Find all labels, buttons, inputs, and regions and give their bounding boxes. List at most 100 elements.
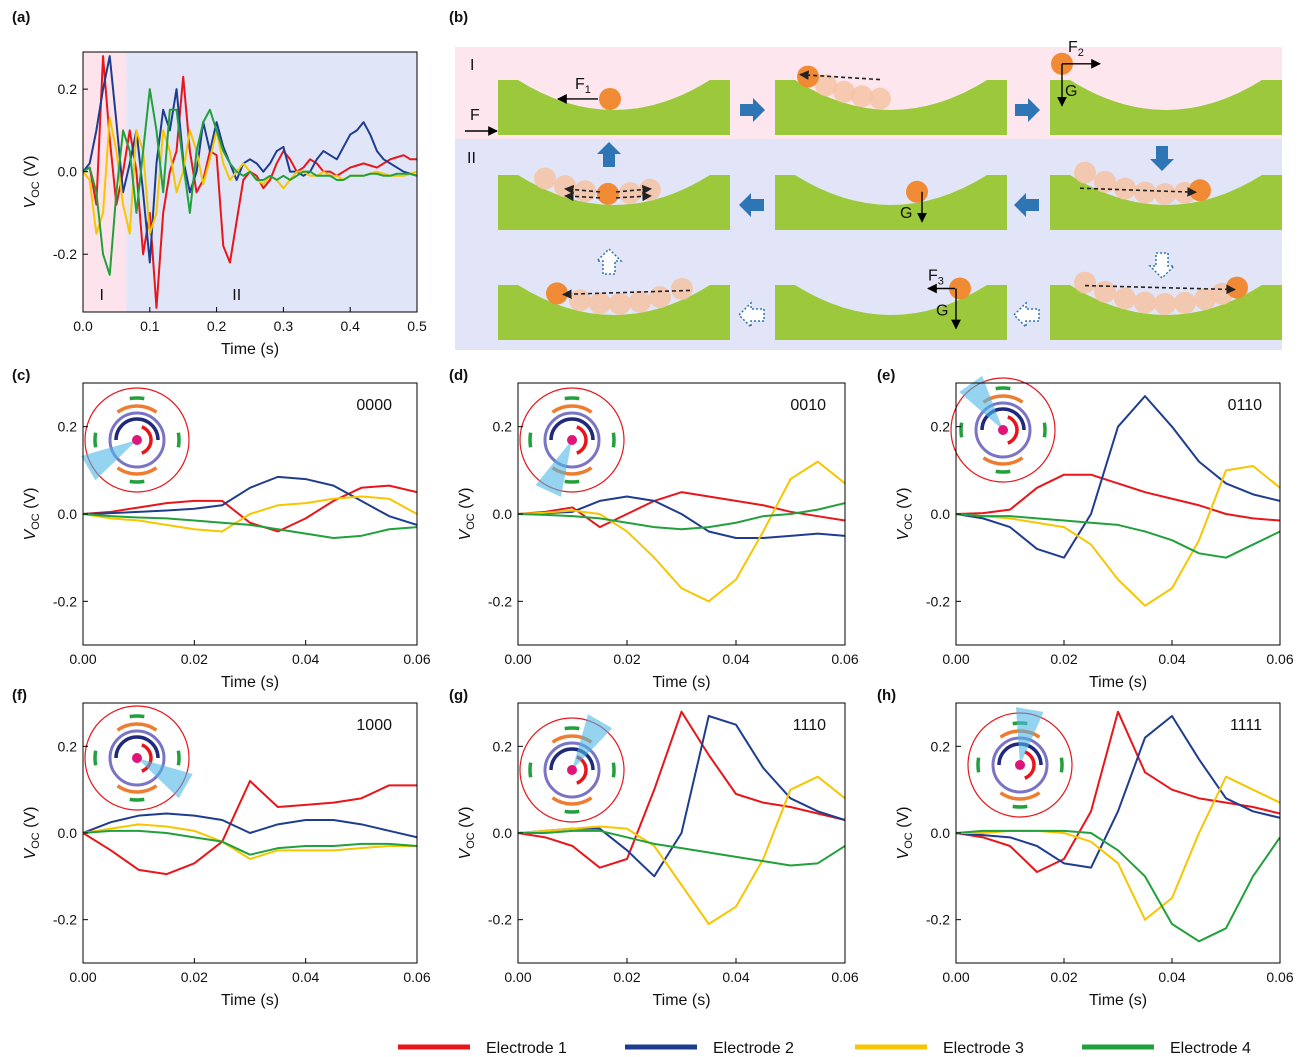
y-axis-title-part: (V) bbox=[895, 807, 912, 833]
y-axis-title-part: (V) bbox=[457, 488, 474, 514]
y-axis-title: VOC (V) bbox=[895, 807, 915, 860]
force-label: F bbox=[470, 107, 480, 124]
series-line bbox=[518, 492, 845, 527]
ghost-ball bbox=[1114, 288, 1136, 310]
ghost-ball bbox=[671, 278, 693, 300]
y-axis-title: VOC (V) bbox=[22, 488, 42, 541]
region-label: II bbox=[232, 287, 241, 304]
inset-electrode bbox=[130, 481, 145, 482]
stage-label: I bbox=[470, 57, 474, 74]
inset-center bbox=[567, 435, 577, 445]
ghost-ball bbox=[639, 179, 661, 201]
ghost-ball bbox=[1114, 178, 1136, 200]
stage-label: II bbox=[467, 150, 476, 167]
y-tick-label: 0.0 bbox=[493, 825, 513, 841]
x-tick-label: 0.02 bbox=[181, 651, 208, 667]
panel-label: (f) bbox=[12, 687, 27, 704]
force-label-part: G bbox=[1065, 83, 1077, 100]
figure: III0.00.10.20.30.40.5-0.20.00.2Time (s)V… bbox=[0, 0, 1298, 1057]
legend-label: Electrode 2 bbox=[713, 1040, 794, 1057]
code-label: 0000 bbox=[356, 397, 392, 414]
ghost-ball bbox=[1094, 281, 1116, 303]
code-label: 0110 bbox=[1228, 397, 1263, 414]
ghost-ball bbox=[609, 293, 631, 315]
x-tick-label: 0.1 bbox=[140, 318, 160, 334]
legend-label: Electrode 1 bbox=[486, 1040, 567, 1057]
inset-electrode bbox=[565, 398, 580, 399]
series-line bbox=[518, 497, 845, 538]
y-tick-label: -0.2 bbox=[53, 912, 77, 928]
inset-electrode bbox=[1061, 758, 1062, 773]
inset-center bbox=[998, 425, 1008, 435]
panel-label: (a) bbox=[12, 9, 30, 26]
inset-electrode bbox=[978, 758, 979, 773]
y-axis-title: VOC (V) bbox=[457, 488, 477, 541]
x-tick-label: 0.00 bbox=[504, 651, 531, 667]
x-tick-label: 0.04 bbox=[1158, 651, 1185, 667]
x-tick-label: 0.00 bbox=[942, 651, 969, 667]
force-label-part: G bbox=[900, 205, 912, 222]
inset-electrode bbox=[130, 716, 145, 717]
x-axis-title: Time (s) bbox=[221, 674, 279, 691]
x-tick-label: 0.04 bbox=[722, 969, 749, 985]
panel-label: (e) bbox=[877, 367, 895, 384]
force-label-part: 1 bbox=[585, 84, 591, 96]
inset-electrode bbox=[530, 763, 531, 778]
shaded-region bbox=[126, 52, 417, 312]
ball bbox=[597, 183, 619, 205]
ghost-ball bbox=[1074, 162, 1096, 184]
x-tick-label: 0.02 bbox=[613, 651, 640, 667]
x-tick-label: 0.5 bbox=[407, 318, 427, 334]
ghost-ball bbox=[1074, 272, 1096, 294]
inset-electrode bbox=[95, 751, 96, 766]
series-line bbox=[956, 514, 1280, 558]
force-label-part: 3 bbox=[938, 276, 944, 288]
y-axis-title: VOC (V) bbox=[895, 488, 915, 541]
x-tick-label: 0.06 bbox=[831, 969, 858, 985]
series-line bbox=[83, 514, 417, 538]
x-tick-label: 0.04 bbox=[1158, 969, 1185, 985]
y-axis-title-part: OC bbox=[465, 513, 477, 530]
legend-label: Electrode 3 bbox=[943, 1040, 1024, 1057]
y-tick-label: -0.2 bbox=[53, 246, 77, 262]
y-tick-label: 0.2 bbox=[58, 419, 78, 435]
ghost-ball bbox=[1134, 292, 1156, 314]
x-tick-label: 0.00 bbox=[942, 969, 969, 985]
inset-electrode bbox=[996, 388, 1011, 389]
y-axis-title: VOC (V) bbox=[22, 156, 42, 209]
force-label-part: F bbox=[928, 268, 938, 285]
inset-electrode bbox=[961, 423, 962, 438]
x-tick-label: 0.06 bbox=[403, 651, 430, 667]
y-tick-label: 0.0 bbox=[58, 164, 78, 180]
inset-electrode bbox=[613, 763, 614, 778]
y-tick-label: -0.2 bbox=[926, 593, 950, 609]
y-axis-title: VOC (V) bbox=[457, 807, 477, 860]
x-tick-label: 0.02 bbox=[613, 969, 640, 985]
y-axis-title-part: OC bbox=[30, 513, 42, 530]
y-tick-label: 0.2 bbox=[931, 738, 951, 754]
inset-electrode bbox=[130, 799, 145, 800]
ball bbox=[797, 66, 819, 88]
ball bbox=[906, 181, 928, 203]
inset-center bbox=[1015, 760, 1025, 770]
ghost-ball bbox=[1154, 183, 1176, 205]
panel-label: (b) bbox=[449, 9, 468, 26]
y-axis-title-part: OC bbox=[30, 181, 42, 198]
code-label: 1111 bbox=[1230, 717, 1262, 734]
y-axis-title: VOC (V) bbox=[22, 807, 42, 860]
y-axis-title-part: (V) bbox=[22, 807, 39, 833]
x-axis-title: Time (s) bbox=[221, 992, 279, 1009]
y-tick-label: 0.2 bbox=[493, 419, 513, 435]
y-tick-label: 0.0 bbox=[931, 825, 951, 841]
inset-electrode bbox=[178, 433, 179, 448]
ghost-ball bbox=[554, 175, 576, 197]
force-label: G bbox=[1065, 83, 1077, 100]
inset-icon bbox=[951, 376, 1055, 482]
y-axis-title-part: OC bbox=[903, 513, 915, 530]
inset-electrode bbox=[565, 728, 580, 729]
inset-icon bbox=[85, 706, 193, 810]
y-tick-label: 0.2 bbox=[493, 738, 513, 754]
inset-center bbox=[567, 765, 577, 775]
y-tick-label: -0.2 bbox=[488, 593, 512, 609]
force-label: F2 bbox=[1068, 39, 1084, 59]
